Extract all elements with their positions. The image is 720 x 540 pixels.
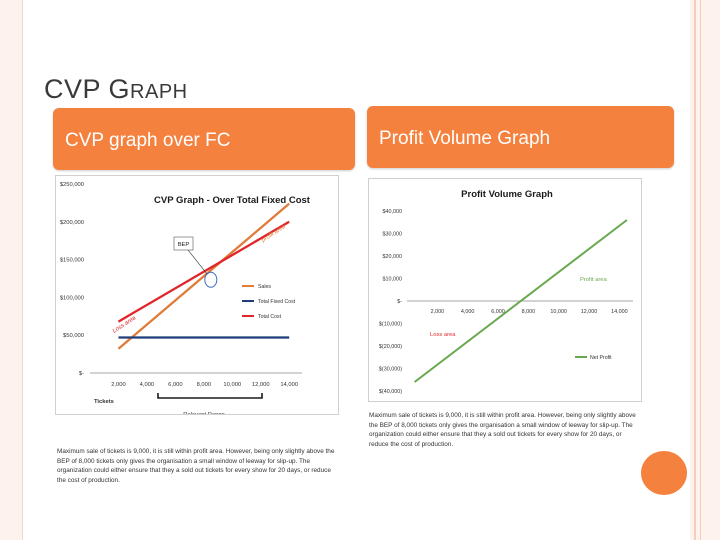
bep-label: BEP — [178, 242, 190, 248]
y-tick-label: $- — [397, 299, 402, 305]
x-tick-label: 2,000 — [431, 309, 445, 315]
y-tick-label: $30,000 — [383, 232, 403, 238]
y-tick-label: $- — [79, 371, 84, 377]
slide-title-big: CVP G — [44, 74, 131, 104]
x-tick-label: 2,000 — [111, 382, 126, 388]
x-tick-label: 4,000 — [140, 382, 155, 388]
x-tick-label: 8,000 — [522, 309, 536, 315]
y-tick-label: $150,000 — [60, 258, 84, 264]
chart-title: Profit Volume Graph — [461, 189, 553, 200]
right-edge-decoration — [690, 0, 720, 540]
right-edge-line — [694, 0, 696, 540]
y-tick-label: $250,000 — [60, 182, 84, 188]
x-tick-label: 6,000 — [168, 382, 183, 388]
y-tick-label: $(10,000) — [379, 322, 402, 328]
profit-area-label: profit area — [260, 224, 287, 245]
cvp-chart: $- $50,000 $100,000 $150,000 $200,000 $250,00… — [60, 182, 311, 418]
y-tick-label: $40,000 — [383, 209, 403, 215]
slide-title-rest: RAPH — [130, 81, 188, 103]
legend-label: Net Profit — [590, 355, 612, 361]
bep-circle — [204, 271, 218, 288]
left-panel-header-label: CVP graph over FC — [65, 130, 231, 151]
x-axis-label: Tickets — [94, 399, 114, 405]
right-edge-line — [700, 0, 701, 540]
x-tick-label: 6,000 — [491, 309, 505, 315]
left-panel-header: CVP graph over FC — [53, 108, 355, 170]
bep-callout-pointer — [187, 249, 208, 274]
y-tick-label: $(30,000) — [379, 367, 402, 373]
chart-title: CVP Graph - Over Total Fixed Cost — [154, 195, 311, 206]
relevant-range-bracket — [157, 393, 263, 399]
x-tick-label: 12,000 — [581, 309, 598, 315]
series-line — [413, 219, 628, 383]
y-tick-label: $50,000 — [63, 333, 84, 339]
left-edge-decoration — [0, 0, 23, 540]
legend-label: Total Cost — [258, 314, 282, 320]
x-tick-label: 8,000 — [197, 382, 212, 388]
y-tick-label: $(20,000) — [379, 344, 402, 350]
legend-label: Total Fixed Cost — [258, 299, 296, 305]
x-tick-label: 10,000 — [550, 309, 567, 315]
series-line — [117, 220, 290, 323]
y-tick-label: $10,000 — [383, 277, 403, 283]
decorative-circle — [641, 451, 687, 495]
x-tick-label: 14,000 — [611, 309, 628, 315]
slide-title: CVP GRAPH — [44, 74, 188, 105]
relevant-range-label: Relevant Range — [183, 412, 225, 414]
right-panel-header-label: Profit Volume Graph — [379, 128, 551, 149]
y-tick-label: $20,000 — [383, 254, 403, 260]
bep-callout-box — [173, 236, 194, 251]
pv-chart-container: Profit Volume Graph $(40,000) $(30,000) $(2… — [368, 178, 642, 402]
y-tick-label: $(40,000) — [379, 389, 402, 395]
right-caption: Maximum sale of tickets is 9,000, it is … — [369, 412, 636, 448]
left-caption: Maximum sale of tickets is 9,000, it is … — [57, 448, 335, 484]
x-tick-label: 4,000 — [461, 309, 475, 315]
cvp-chart-container: $- $50,000 $100,000 $150,000 $200,000 $250,00… — [55, 175, 339, 418]
right-panel-header: Profit Volume Graph — [367, 106, 674, 168]
series-line — [117, 202, 290, 350]
profit-area-label: Profit area — [580, 277, 608, 283]
x-tick-label: 10,000 — [223, 382, 241, 388]
y-tick-label: $100,000 — [60, 295, 84, 301]
pv-chart: Profit Volume Graph $(40,000) $(30,000) $(2… — [379, 189, 633, 395]
x-tick-label: 14,000 — [280, 382, 298, 388]
x-tick-label: 12,000 — [252, 382, 270, 388]
legend-label: Sales — [258, 284, 271, 290]
loss-area-label: Loss area — [430, 332, 456, 338]
y-tick-label: $200,000 — [60, 220, 84, 226]
